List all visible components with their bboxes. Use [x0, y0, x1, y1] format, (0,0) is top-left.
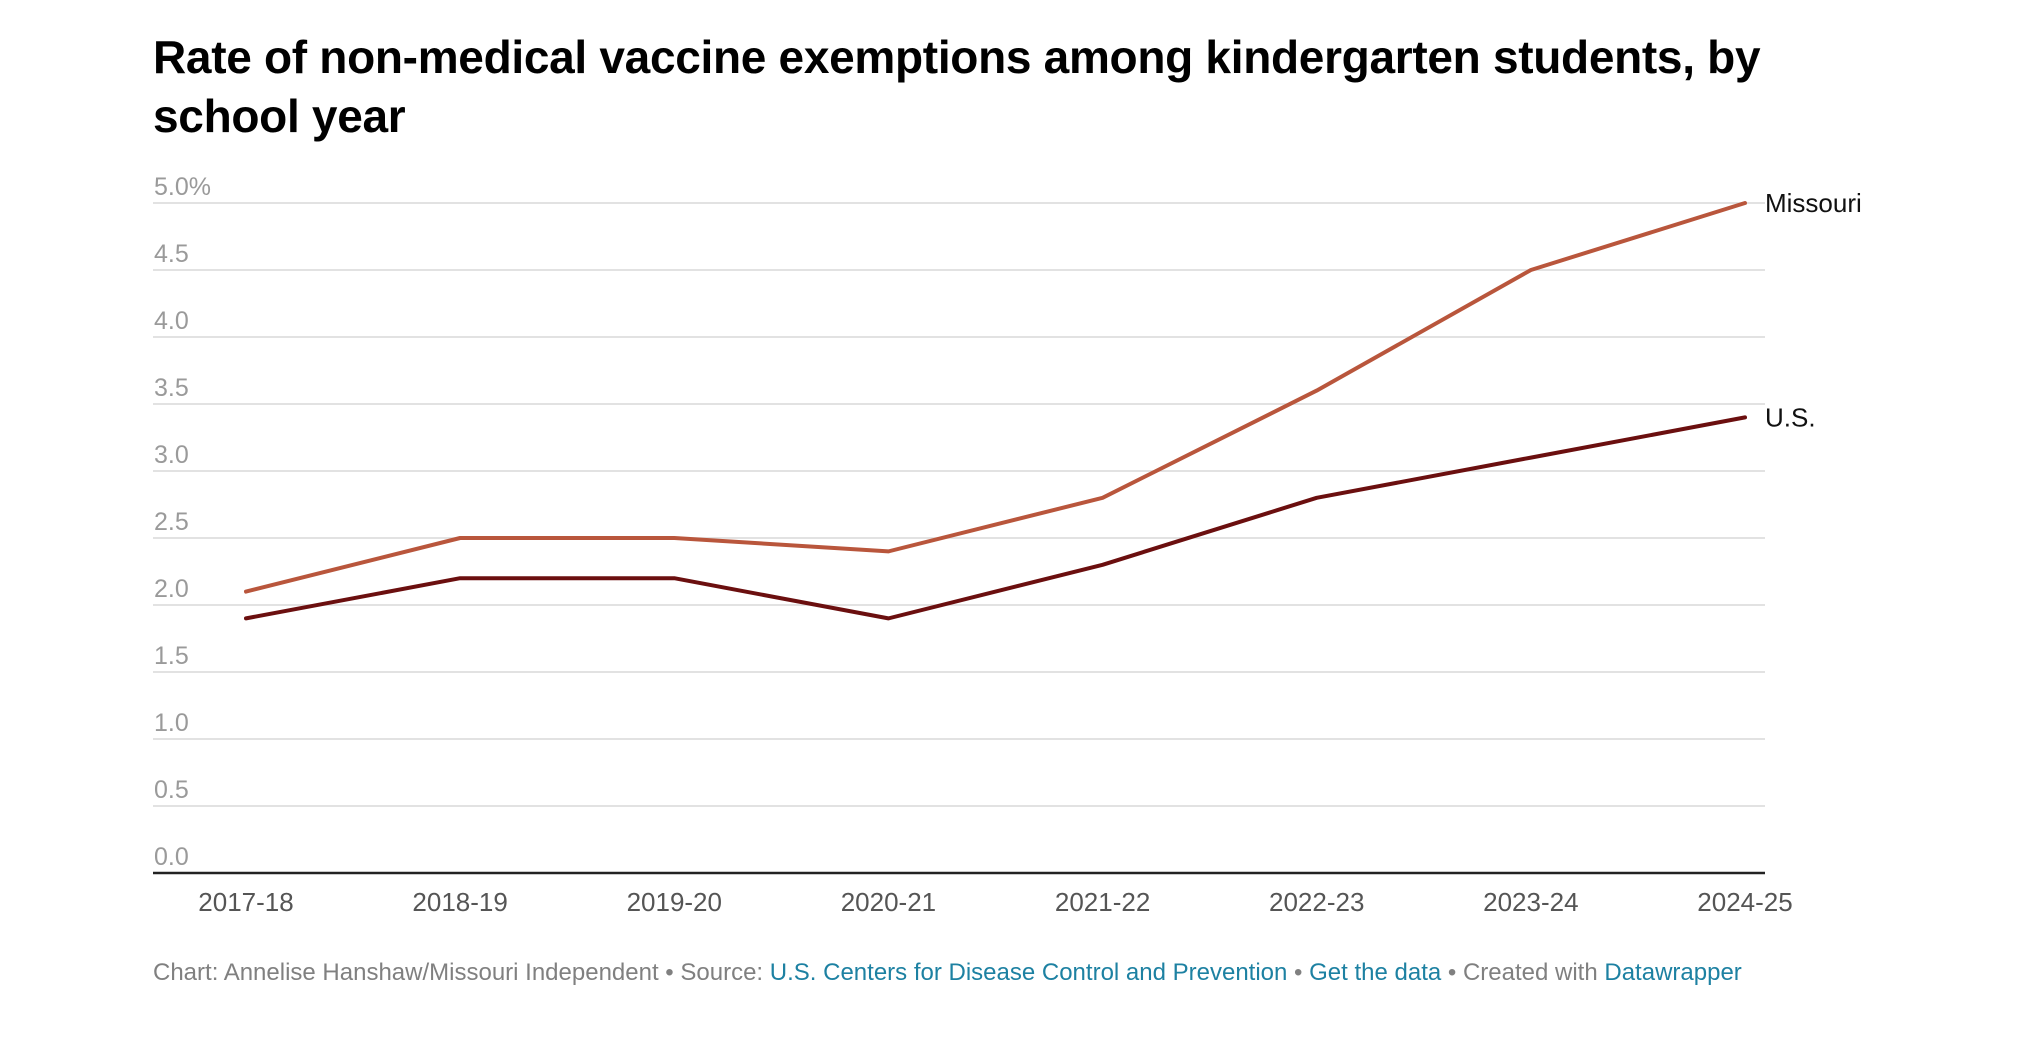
- source-label: Source:: [680, 959, 770, 986]
- y-tick-label: 3.5: [154, 374, 189, 402]
- y-tick-label: 5.0%: [154, 173, 211, 201]
- source-link[interactable]: U.S. Centers for Disease Control and Pre…: [769, 959, 1288, 986]
- y-axis-ticks: 0.0 0.5 1.0 1.5 2.0 2.5 3.0 3.5 4.0 4.5 5.0%: [154, 173, 211, 871]
- line-chart: 0.0 0.5 1.0 1.5 2.0 2.5 3.0 3.5 4.0 4.5 5.0% 2017-…: [153, 173, 1862, 917]
- x-tick-label: 2023-24: [1483, 887, 1578, 917]
- created-with-label: Created with: [1462, 959, 1605, 986]
- gridlines: [153, 202, 1765, 875]
- y-tick-label: 2.0: [154, 575, 189, 603]
- x-tick-label: 2021-22: [1055, 887, 1150, 917]
- series-line-u-s: [244, 415, 1747, 621]
- y-tick-label: 4.0: [154, 307, 189, 335]
- y-tick-label: 1.5: [154, 642, 189, 670]
- y-tick-label: 3.0: [154, 441, 189, 469]
- series-label-missouri: Missouri: [1765, 188, 1862, 218]
- y-tick-label: 0.5: [154, 776, 189, 804]
- series-line-missouri: [244, 201, 1747, 594]
- x-tick-label: 2018-19: [412, 887, 507, 917]
- chart-footer: Chart: Annelise Hanshaw/Missouri Indepen…: [153, 958, 1742, 988]
- y-tick-label: 0.0: [154, 843, 189, 871]
- x-tick-label: 2024-25: [1697, 887, 1792, 917]
- x-tick-label: 2020-21: [841, 887, 936, 917]
- y-tick-label: 4.5: [154, 240, 189, 268]
- x-axis-ticks: 2017-18 2018-19 2019-20 2020-21 2021-22 2022-…: [198, 887, 1792, 917]
- datawrapper-link[interactable]: Datawrapper: [1604, 959, 1742, 986]
- footer-separator: •: [658, 959, 681, 986]
- series-lines: [244, 201, 1747, 621]
- y-tick-label: 2.5: [154, 508, 189, 536]
- footer-separator: •: [1287, 959, 1310, 986]
- chart-credit: Chart: Annelise Hanshaw/Missouri Indepen…: [153, 959, 659, 986]
- series-labels: Missouri U.S.: [1765, 188, 1862, 432]
- x-tick-label: 2017-18: [198, 887, 293, 917]
- series-label-u-s: U.S.: [1765, 402, 1816, 432]
- footer-separator: •: [1441, 959, 1463, 986]
- y-tick-label: 1.0: [154, 709, 189, 737]
- get-data-link[interactable]: Get the data: [1309, 959, 1442, 986]
- x-tick-label: 2019-20: [627, 887, 722, 917]
- chart-title: Rate of non-medical vaccine exemptions a…: [153, 31, 1761, 142]
- x-tick-label: 2022-23: [1269, 887, 1364, 917]
